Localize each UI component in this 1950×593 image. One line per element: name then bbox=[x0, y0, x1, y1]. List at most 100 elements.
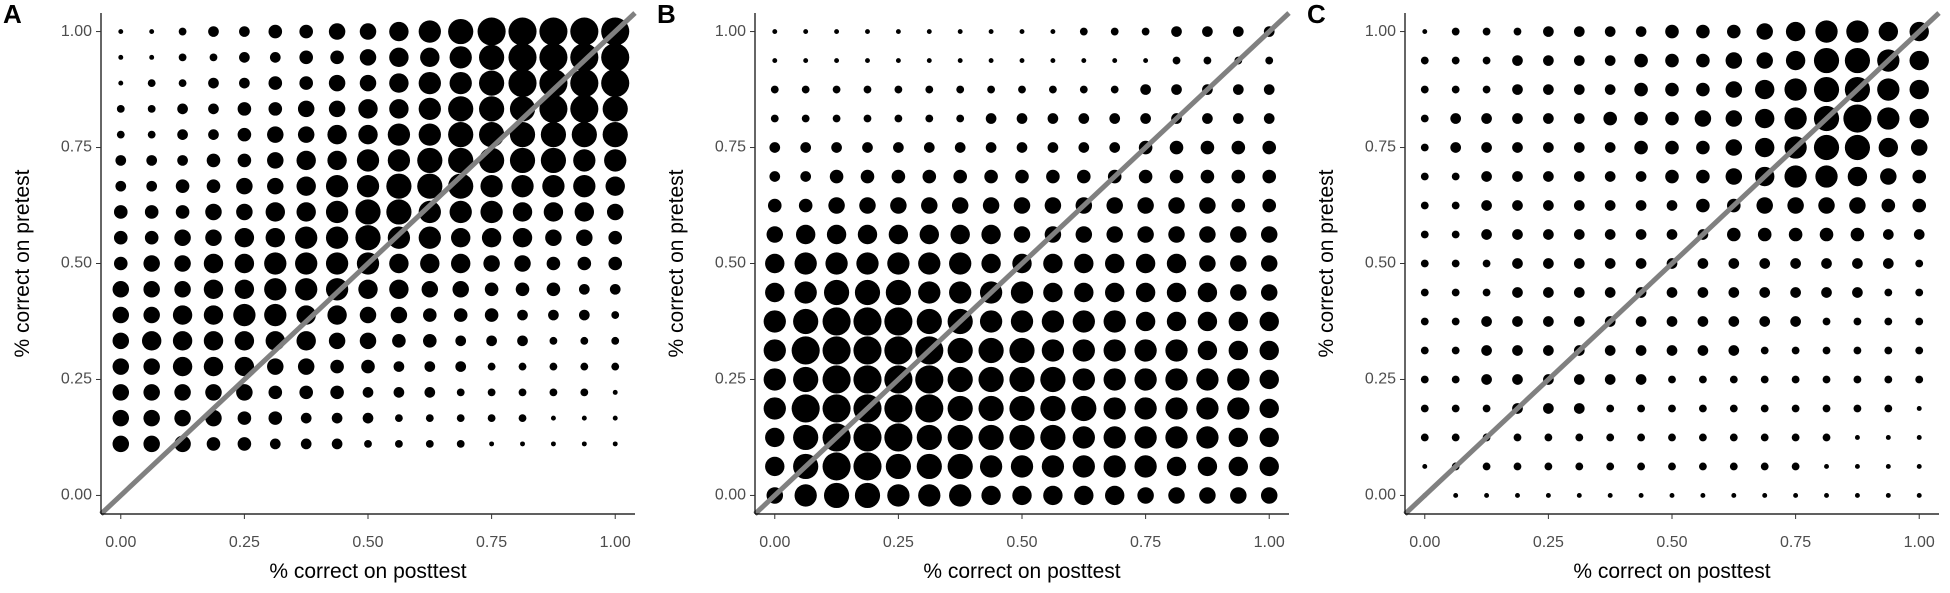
point bbox=[794, 281, 817, 304]
point bbox=[325, 226, 349, 249]
point bbox=[267, 126, 284, 143]
point bbox=[237, 153, 252, 168]
point bbox=[331, 412, 343, 424]
point bbox=[144, 205, 159, 219]
point bbox=[1109, 113, 1121, 124]
point bbox=[147, 104, 156, 113]
point bbox=[327, 305, 347, 325]
point bbox=[574, 202, 595, 222]
point bbox=[1852, 287, 1863, 298]
point bbox=[1882, 258, 1894, 269]
point bbox=[1697, 258, 1709, 269]
point bbox=[1696, 24, 1710, 39]
point bbox=[606, 203, 624, 221]
point bbox=[1420, 172, 1429, 181]
point bbox=[1635, 171, 1647, 182]
point bbox=[1844, 134, 1871, 161]
point bbox=[571, 122, 597, 148]
point bbox=[1666, 345, 1678, 356]
point bbox=[395, 414, 403, 423]
point bbox=[1262, 140, 1277, 155]
point bbox=[1451, 317, 1460, 326]
point bbox=[1635, 316, 1647, 327]
point bbox=[1543, 142, 1554, 153]
point bbox=[299, 50, 313, 65]
point bbox=[509, 147, 536, 174]
point bbox=[1885, 464, 1891, 469]
point bbox=[1450, 142, 1462, 153]
point bbox=[895, 29, 901, 35]
point bbox=[1729, 433, 1738, 442]
point bbox=[1760, 346, 1769, 355]
point bbox=[1910, 139, 1928, 156]
point bbox=[1878, 21, 1899, 42]
point bbox=[916, 308, 942, 335]
point bbox=[267, 152, 284, 169]
point bbox=[765, 456, 785, 477]
point bbox=[1543, 258, 1554, 269]
point bbox=[956, 114, 965, 123]
point bbox=[1669, 492, 1675, 498]
point bbox=[826, 224, 847, 245]
point bbox=[1791, 404, 1800, 413]
point bbox=[1512, 200, 1523, 211]
point bbox=[1665, 169, 1679, 184]
point bbox=[1172, 56, 1181, 65]
point bbox=[1103, 368, 1126, 391]
point bbox=[922, 169, 937, 184]
point bbox=[1699, 433, 1707, 442]
point bbox=[480, 175, 503, 198]
point bbox=[1573, 403, 1585, 414]
point bbox=[1103, 426, 1126, 449]
point bbox=[1043, 253, 1063, 274]
point bbox=[1171, 26, 1182, 37]
point bbox=[325, 200, 349, 224]
point bbox=[890, 197, 907, 214]
point bbox=[147, 130, 156, 139]
point bbox=[361, 359, 375, 374]
point bbox=[1880, 168, 1897, 185]
point bbox=[1728, 287, 1740, 298]
point bbox=[947, 337, 973, 364]
point bbox=[1604, 142, 1616, 153]
point bbox=[1573, 113, 1585, 124]
point bbox=[1512, 171, 1523, 182]
point bbox=[1103, 397, 1126, 420]
point bbox=[143, 384, 160, 401]
point bbox=[1013, 197, 1031, 214]
point bbox=[1787, 197, 1804, 214]
point bbox=[580, 336, 589, 345]
point bbox=[512, 202, 533, 222]
point bbox=[1010, 455, 1034, 478]
point bbox=[1420, 201, 1429, 210]
y-axis-title: % correct on pretest bbox=[665, 169, 688, 357]
point bbox=[1138, 169, 1153, 184]
point bbox=[1512, 287, 1523, 298]
point bbox=[203, 279, 224, 299]
point bbox=[823, 482, 850, 509]
point bbox=[1420, 259, 1429, 268]
point bbox=[359, 332, 377, 350]
point bbox=[1481, 200, 1492, 211]
point bbox=[1637, 462, 1645, 471]
point bbox=[1909, 79, 1929, 100]
point bbox=[612, 441, 618, 447]
point bbox=[177, 103, 188, 115]
panel-label: B bbox=[657, 0, 676, 29]
point bbox=[508, 17, 537, 46]
point bbox=[359, 306, 377, 324]
point bbox=[981, 224, 1001, 245]
point bbox=[418, 20, 441, 43]
point bbox=[1877, 107, 1900, 130]
point bbox=[296, 150, 316, 171]
point bbox=[1757, 227, 1772, 242]
point bbox=[1075, 226, 1093, 243]
point bbox=[417, 173, 443, 199]
point bbox=[1573, 84, 1585, 95]
point bbox=[1573, 287, 1585, 298]
point bbox=[1420, 317, 1429, 326]
point bbox=[546, 282, 561, 297]
point bbox=[203, 331, 224, 351]
y-tick-label: 0.50 bbox=[61, 255, 92, 272]
point bbox=[1725, 168, 1743, 185]
